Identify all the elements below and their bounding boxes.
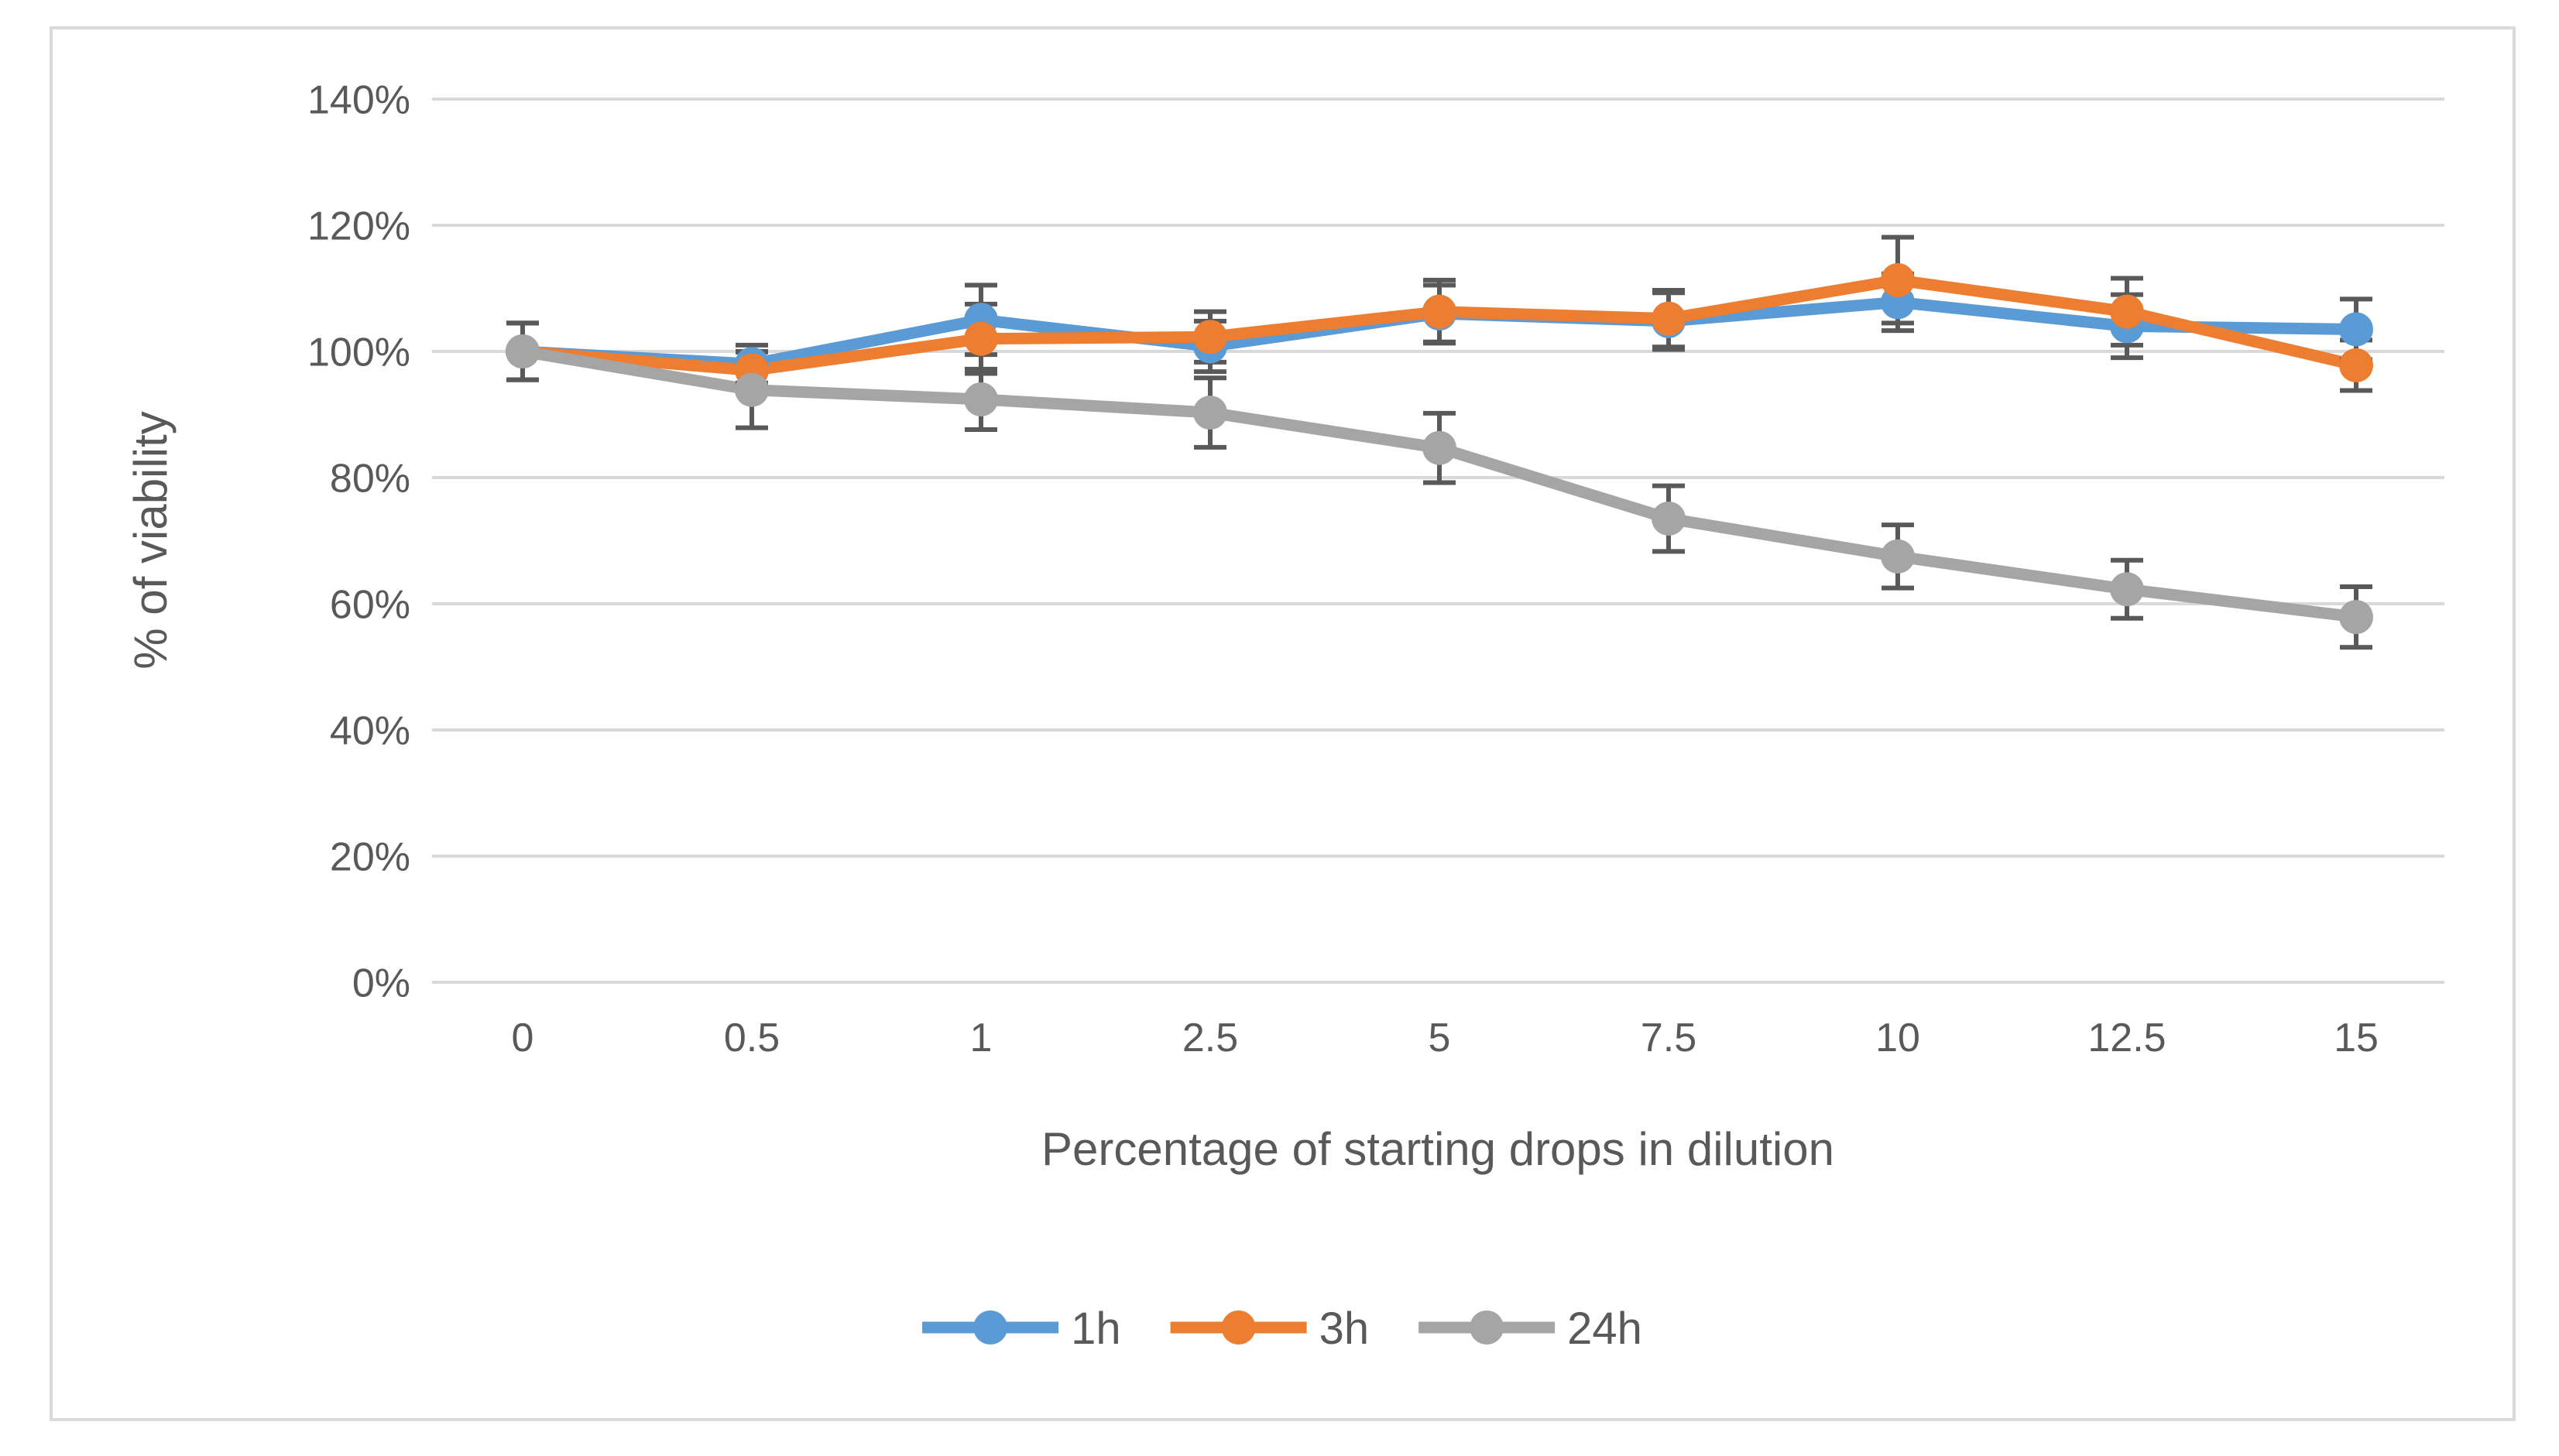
- data-point-marker: [2339, 600, 2373, 635]
- y-tick-label: 80%: [330, 457, 410, 502]
- data-point-marker: [1193, 396, 1227, 430]
- data-point-marker: [1652, 501, 1686, 536]
- y-tick-label: 20%: [330, 835, 410, 880]
- legend-label: 1h: [1071, 1304, 1121, 1354]
- markers-24h: [506, 334, 2373, 635]
- x-tick-label: 7.5: [1641, 1016, 1696, 1060]
- x-tick-label: 1: [970, 1016, 993, 1060]
- data-point-marker: [1193, 320, 1227, 355]
- data-point-marker: [735, 372, 769, 407]
- legend-marker: [1470, 1310, 1504, 1345]
- y-tick-label: 60%: [330, 583, 410, 628]
- y-tick-label: 0%: [352, 961, 410, 1006]
- y-tick-label: 40%: [330, 709, 410, 754]
- data-point-marker: [2110, 294, 2144, 329]
- series-markers: [506, 262, 2373, 635]
- legend-item-24h: 24h: [1418, 1304, 1642, 1354]
- legend-marker: [973, 1310, 1008, 1345]
- chart-border: [50, 26, 2516, 1421]
- data-point-marker: [2339, 312, 2373, 347]
- legend-marker: [1221, 1310, 1256, 1345]
- data-point-marker: [1422, 294, 1456, 329]
- y-tick-label: 120%: [307, 204, 410, 249]
- x-tick-label: 0.5: [724, 1016, 780, 1060]
- x-tick-labels: 0 0.5 1 2.5 5 7.5 10 12.5 15: [512, 1016, 2379, 1060]
- legend-label: 24h: [1567, 1304, 1642, 1354]
- x-tick-label: 15: [2334, 1016, 2379, 1060]
- data-point-marker: [1422, 430, 1456, 465]
- data-point-marker: [964, 321, 998, 356]
- data-point-marker: [964, 382, 998, 416]
- data-point-marker: [1881, 262, 1915, 297]
- x-tick-label: 0: [512, 1016, 534, 1060]
- legend: 1h 3h 24h: [922, 1304, 1642, 1354]
- legend-label: 3h: [1319, 1304, 1370, 1354]
- legend-item-3h: 3h: [1170, 1304, 1370, 1354]
- y-tick-label: 140%: [307, 78, 410, 123]
- y-tick-labels: 0% 20% 40% 60% 80% 100% 120% 140%: [307, 78, 410, 1006]
- x-tick-label: 5: [1429, 1016, 1451, 1060]
- data-point-marker: [2339, 348, 2373, 382]
- x-tick-label: 12.5: [2087, 1016, 2166, 1060]
- x-tick-label: 10: [1875, 1016, 1920, 1060]
- data-point-marker: [1881, 539, 1915, 574]
- x-tick-label: 2.5: [1182, 1016, 1238, 1060]
- data-point-marker: [506, 334, 540, 368]
- y-axis-title: % of viability: [125, 411, 177, 669]
- x-axis-title: Percentage of starting drops in dilution: [1041, 1123, 1834, 1175]
- data-point-marker: [1652, 301, 1686, 336]
- legend-item-1h: 1h: [922, 1304, 1121, 1354]
- y-tick-label: 100%: [307, 331, 410, 375]
- data-point-marker: [2110, 572, 2144, 607]
